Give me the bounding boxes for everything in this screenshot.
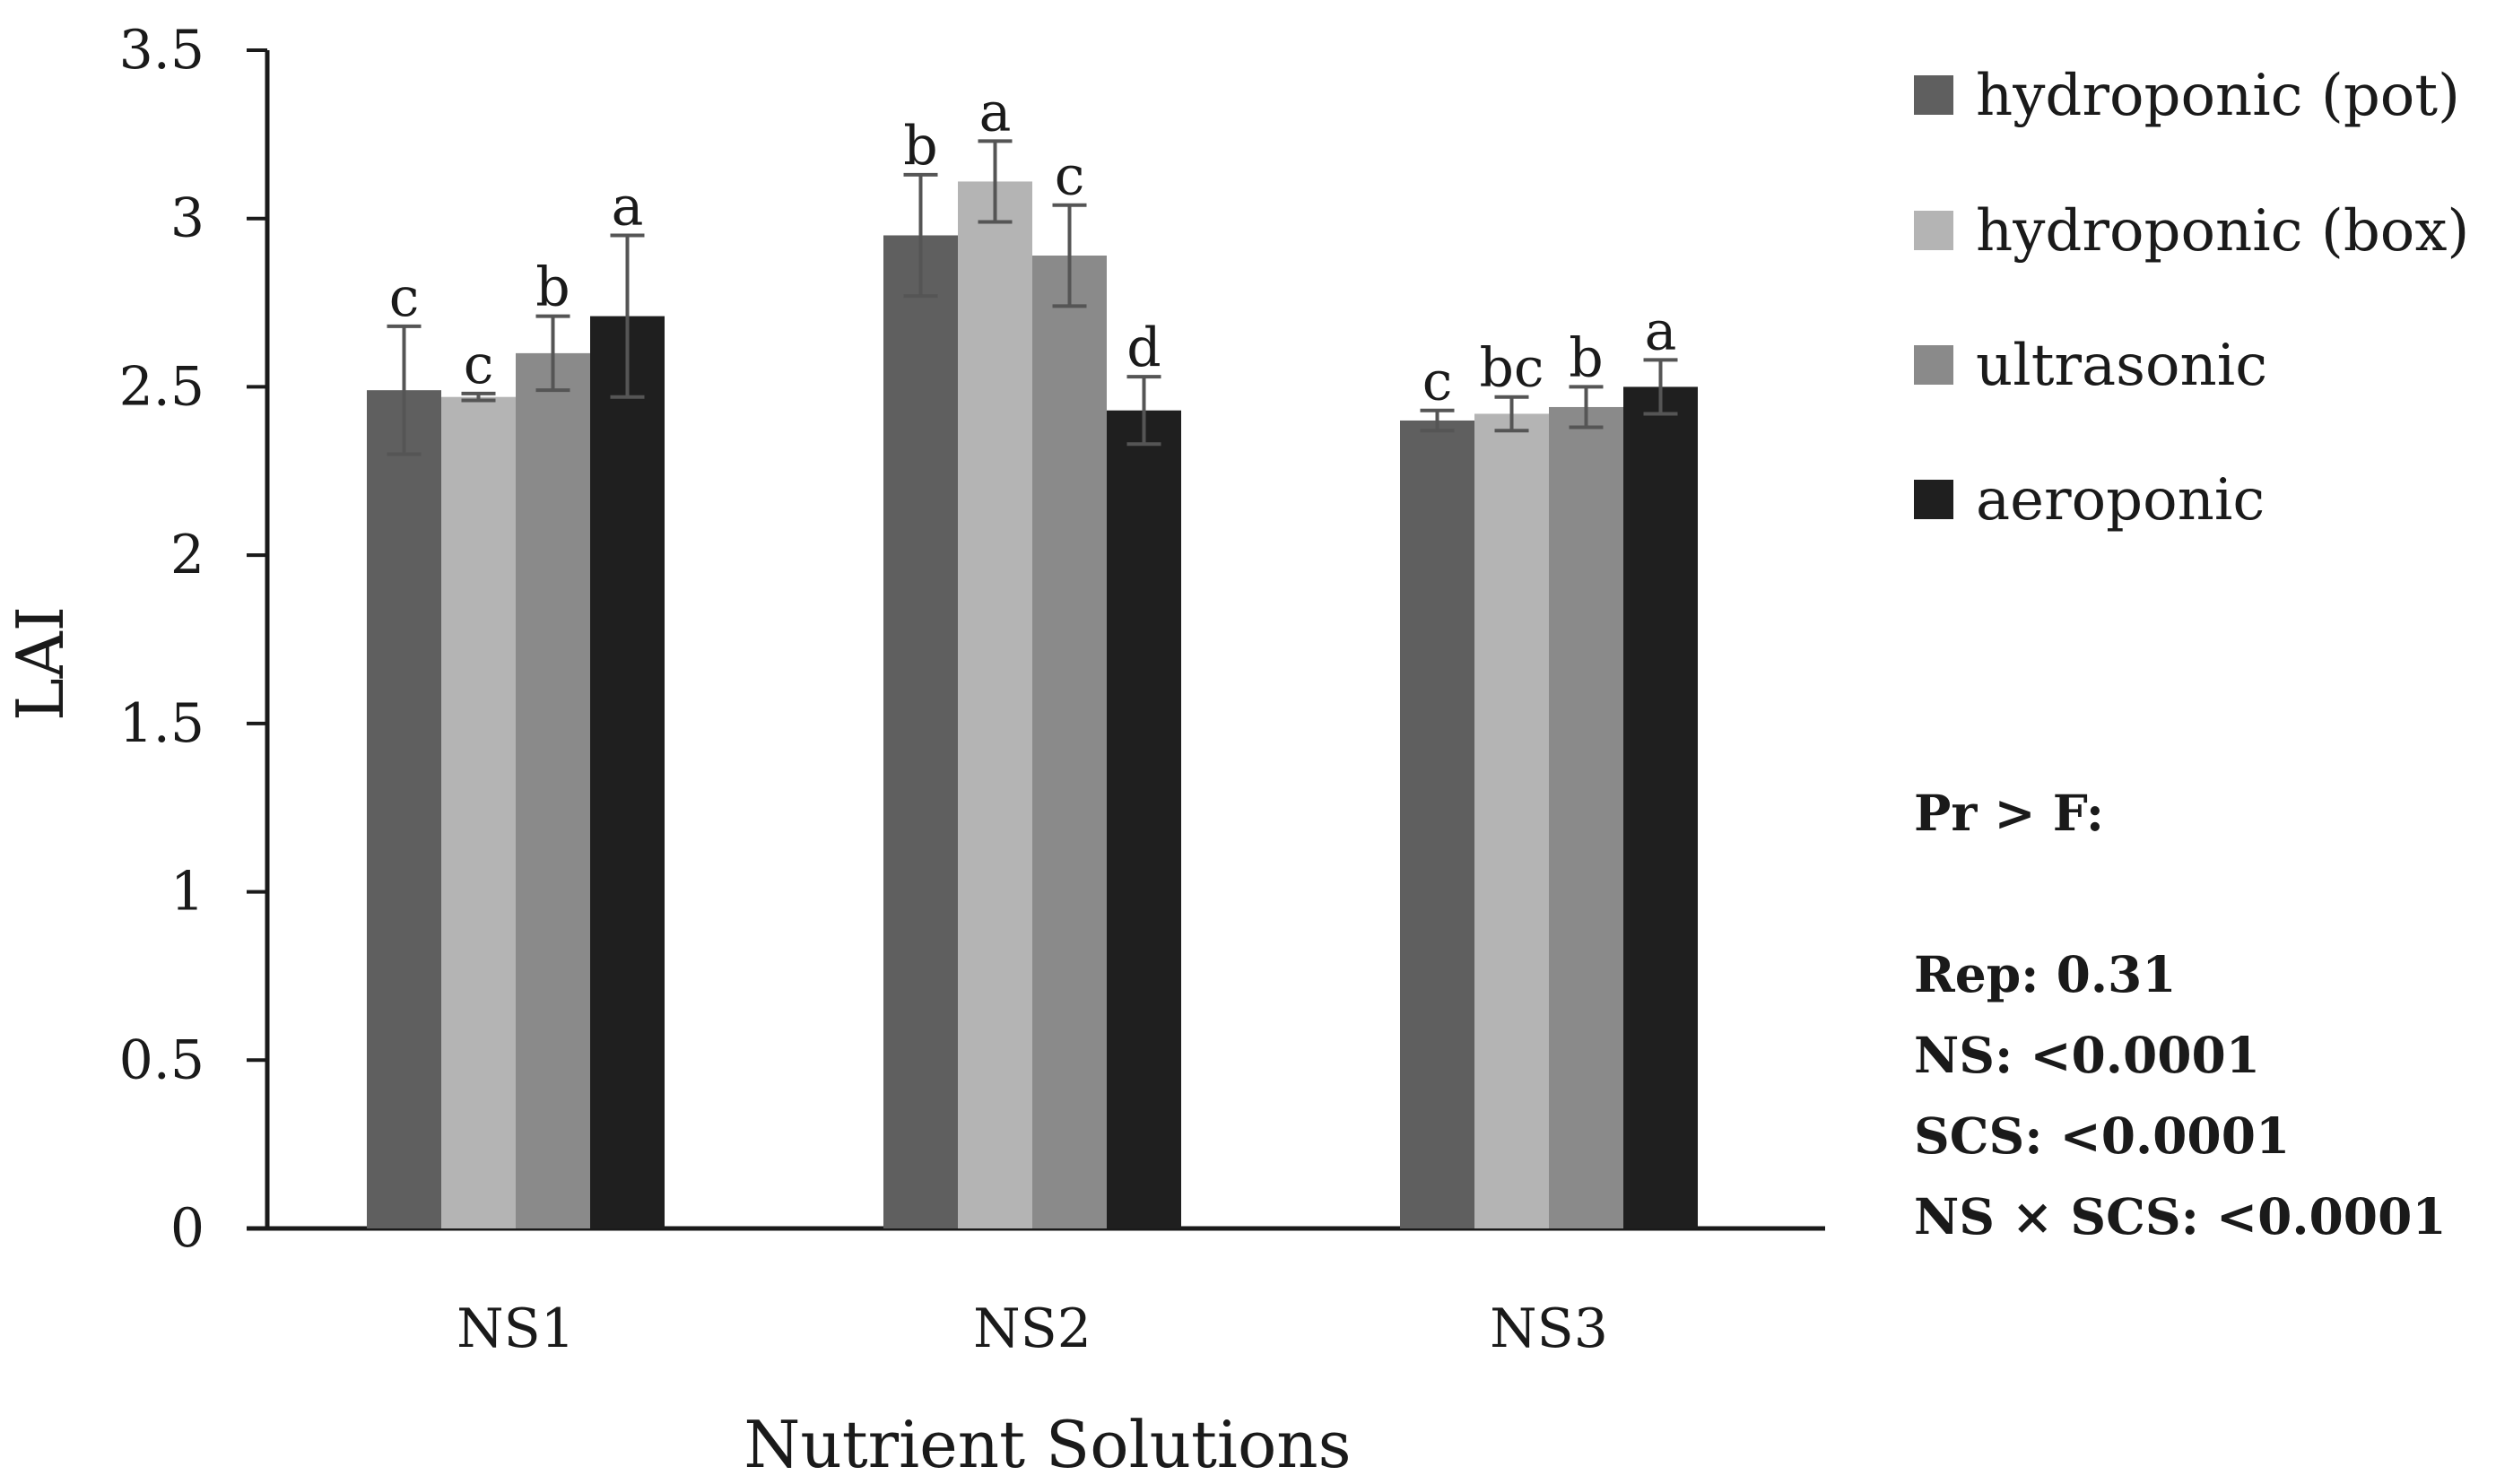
stats-panel: Pr > F: Rep: 0.31 NS: <0.0001 SCS: <0.00… bbox=[1914, 784, 2447, 1245]
significance-letter: c bbox=[1055, 145, 1085, 208]
legend-label: ultrasonic bbox=[1976, 333, 2267, 399]
y-tick-label: 0 bbox=[170, 1197, 204, 1260]
stats-line-scs: SCS: <0.0001 bbox=[1914, 1106, 2290, 1165]
bars bbox=[367, 181, 1698, 1229]
bar bbox=[1623, 386, 1698, 1228]
bar bbox=[1549, 406, 1623, 1228]
y-tick-label: 1 bbox=[170, 861, 204, 924]
y-tick-label: 3 bbox=[170, 187, 204, 250]
stats-line-rep: Rep: 0.31 bbox=[1914, 945, 2177, 1003]
x-tick-label: NS3 bbox=[1490, 1297, 1608, 1360]
legend-swatch bbox=[1914, 75, 1953, 115]
legend-label: hydroponic (box) bbox=[1976, 198, 2469, 265]
x-tick-labels: NS1 NS2 NS3 bbox=[457, 1297, 1608, 1360]
bar bbox=[516, 352, 590, 1228]
x-tick-label: NS1 bbox=[457, 1297, 575, 1360]
y-tick-label: 2.5 bbox=[119, 355, 204, 418]
bar bbox=[367, 390, 441, 1228]
bar bbox=[1107, 410, 1181, 1228]
legend-label: hydroponic (pot) bbox=[1976, 63, 2460, 129]
significance-letter: bc bbox=[1479, 337, 1544, 400]
x-tick-label: NS2 bbox=[973, 1297, 1091, 1360]
significance-letter: c bbox=[389, 266, 420, 329]
significance-letter: b bbox=[1569, 326, 1603, 389]
bar bbox=[958, 181, 1032, 1229]
y-tick-label: 3.5 bbox=[119, 19, 204, 82]
y-tick-label: 1.5 bbox=[119, 692, 204, 755]
significance-letter: c bbox=[1422, 351, 1453, 413]
error-bars bbox=[387, 139, 1678, 456]
stats-line-ns: NS: <0.0001 bbox=[1914, 1026, 2260, 1084]
legend: hydroponic (pot) hydroponic (box) ultrason… bbox=[1914, 63, 2469, 534]
y-ticks: 0 0.5 1 1.5 2 2.5 3 3.5 bbox=[119, 19, 267, 1260]
stats-line-interaction: NS × SCS: <0.0001 bbox=[1914, 1187, 2447, 1245]
significance-letter: a bbox=[1645, 299, 1677, 362]
legend-label: aeroponic bbox=[1976, 467, 2265, 534]
significance-letter: a bbox=[979, 81, 1012, 143]
legend-swatch bbox=[1914, 211, 1953, 250]
bar bbox=[883, 235, 958, 1228]
significance-letter: b bbox=[903, 115, 937, 178]
bar bbox=[1400, 420, 1474, 1228]
significance-letter: a bbox=[612, 175, 644, 238]
stats-heading: Pr > F: bbox=[1914, 784, 2104, 842]
significance-letter: c bbox=[464, 334, 494, 396]
bar bbox=[590, 316, 665, 1228]
significance-letter: b bbox=[535, 256, 570, 319]
bar bbox=[441, 396, 516, 1229]
x-axis-title: Nutrient Solutions bbox=[744, 1407, 1351, 1482]
bar bbox=[1032, 256, 1107, 1228]
bar bbox=[1474, 413, 1549, 1228]
y-tick-label: 2 bbox=[170, 524, 204, 586]
legend-swatch bbox=[1914, 345, 1953, 385]
y-axis-title: LAI bbox=[3, 606, 78, 721]
y-tick-label: 0.5 bbox=[119, 1028, 204, 1091]
legend-swatch bbox=[1914, 480, 1953, 519]
significance-letter: d bbox=[1126, 317, 1161, 379]
